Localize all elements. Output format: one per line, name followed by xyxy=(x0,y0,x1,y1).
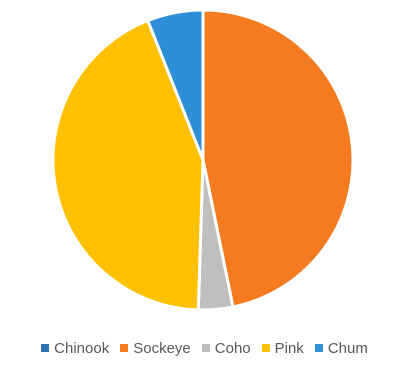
legend-swatch-pink xyxy=(261,344,270,352)
legend-label-chinook: Chinook xyxy=(54,339,110,357)
legend-swatch-sockeye xyxy=(120,344,129,352)
pie-plot-area xyxy=(51,8,355,312)
legend-item-chinook: Chinook xyxy=(41,340,109,357)
pie-slice-sockeye xyxy=(201,8,355,309)
legend-item-pink: Pink xyxy=(261,339,304,357)
legend-label-pink: Pink xyxy=(274,339,304,357)
legend-swatch-coho xyxy=(201,344,210,352)
legend-label-sockeye: Sockeye xyxy=(133,339,191,357)
legend-item-chum: Chum xyxy=(314,339,368,357)
pie-slice-chum xyxy=(146,8,205,162)
legend-label-coho: Coho xyxy=(214,339,251,357)
legend-swatch-chinook xyxy=(41,344,50,352)
legend-item-coho: Coho xyxy=(201,339,251,357)
legend-item-sockeye: Sockeye xyxy=(120,340,191,357)
chart-legend: Chinook Sockeye Coho Pink Chum xyxy=(0,336,409,360)
legend-label-chum: Chum xyxy=(327,339,368,357)
legend-swatch-chum xyxy=(314,344,323,352)
pie-slice-pink xyxy=(51,19,205,312)
